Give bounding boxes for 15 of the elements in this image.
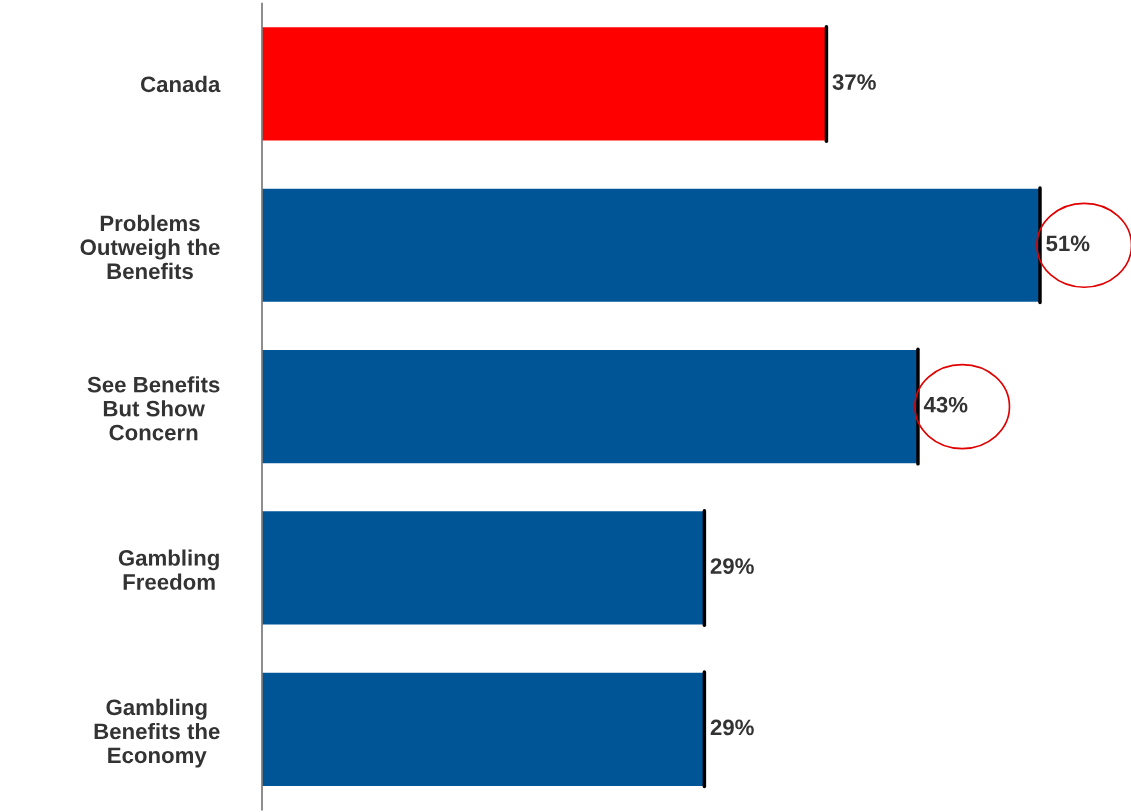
y-tick-label: See Benefits But Show Concern	[87, 376, 220, 441]
data-label: 29%	[710, 719, 754, 736]
bar	[262, 671, 706, 788]
data-label: 43%	[923, 396, 968, 413]
bar	[262, 25, 828, 142]
bar	[262, 187, 1041, 304]
data-label: 37%	[832, 74, 876, 90]
data-label: 51%	[1046, 235, 1090, 252]
bar	[262, 348, 919, 465]
y-tick-label: Gambling Benefits the Economy	[94, 698, 220, 768]
y-tick-label: Problems Outweigh the Benefits	[80, 214, 220, 280]
data-label: 29%	[710, 558, 754, 574]
y-tick-label: Gambling Freedom	[118, 549, 219, 590]
y-tick-label: Canada	[140, 75, 221, 93]
bar	[262, 509, 706, 626]
